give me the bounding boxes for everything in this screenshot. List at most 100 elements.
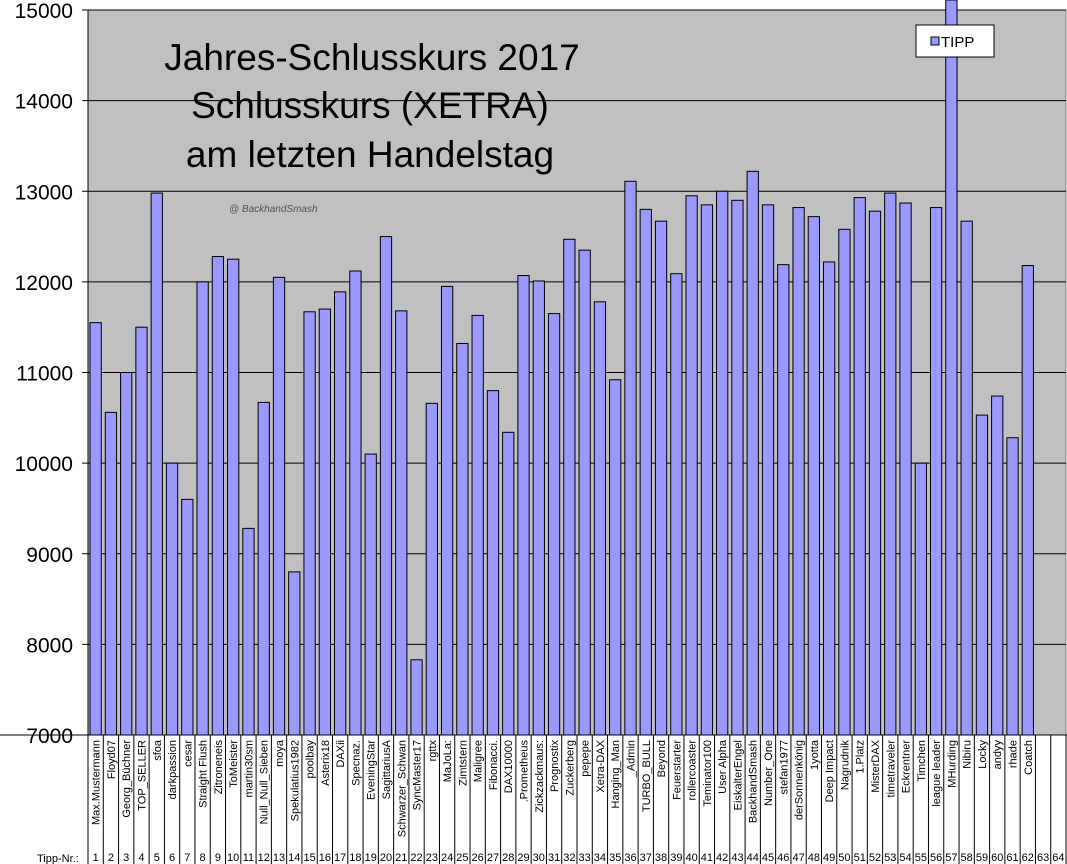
tipp-number: 26 (472, 852, 484, 864)
category-label: Floyd07 (106, 740, 118, 779)
bar-40 (685, 195, 698, 736)
category-label: MisterDAX (870, 739, 882, 792)
title-line-1: Jahres-Schlusskurs 2017 (164, 37, 579, 78)
category-label: Timchen (916, 740, 928, 782)
tipp-number: 32 (563, 852, 575, 864)
tipp-number: 19 (365, 852, 377, 864)
bar-24 (440, 285, 454, 736)
bar-3 (120, 372, 133, 736)
category-label: Number_One (763, 740, 775, 806)
bar-6 (165, 462, 179, 736)
y-tick-label: 11000 (16, 363, 73, 386)
legend-label-tipp: TIPP (941, 34, 974, 51)
tipp-number: 18 (349, 852, 361, 864)
category-label: martin30sm (243, 740, 255, 797)
x-axis-label: Tipp-Nr.: (37, 853, 79, 864)
category-label: Georg_Büchner (121, 740, 133, 818)
category-label: Zickzackmaus: (534, 740, 546, 813)
tipp-number: 43 (731, 852, 743, 864)
tipp-number: 51 (854, 852, 866, 864)
tipp-number: 4 (138, 852, 144, 864)
category-label: timetraveler (885, 740, 897, 798)
tipp-number: 44 (747, 852, 759, 864)
bar-45 (761, 204, 775, 736)
bar-51 (853, 197, 866, 736)
tipp-number: 53 (884, 852, 896, 864)
bar-59 (975, 414, 989, 736)
tipp-number: 20 (380, 852, 392, 864)
tipp-number: 57 (945, 852, 957, 864)
category-label: rhade (1008, 740, 1020, 768)
tipp-number: 38 (655, 852, 667, 864)
bar-48 (807, 216, 820, 736)
bar-56 (929, 207, 943, 736)
bar-46 (777, 264, 790, 736)
y-tick-label: 13000 (15, 181, 73, 204)
tipp-number: 30 (533, 852, 545, 864)
y-tick-label: 9000 (26, 544, 73, 567)
category-label: Nagrudnik (839, 740, 851, 791)
tipp-number: 39 (670, 852, 682, 864)
category-label: pepepe (580, 740, 592, 777)
tipp-number: 52 (869, 852, 881, 864)
category-label: Zuckerberg (564, 740, 576, 796)
category-label: Specnaz. (350, 740, 362, 786)
title-line-3: am letzten Handelstag (186, 134, 554, 175)
title-line-2: Schlusskurs (XETRA) (191, 85, 549, 126)
tipp-number: 24 (441, 852, 453, 864)
category-label: Beyond (656, 740, 668, 777)
bar-9 (211, 256, 225, 736)
bar-22 (410, 659, 423, 736)
tipp-number: 40 (685, 852, 697, 864)
bar-57 (945, 0, 958, 736)
category-label: EveningStar (366, 740, 378, 800)
category-label: Prognostix (549, 740, 561, 792)
category-label: DAXii (335, 740, 347, 768)
bar-50 (838, 228, 851, 736)
tipp-number: 58 (961, 852, 973, 864)
tipp-number: 54 (899, 852, 911, 864)
tipp-number: 16 (319, 852, 331, 864)
tipp-number: 47 (792, 852, 804, 864)
category-label: darkpassion (167, 740, 179, 799)
category-label: Feuerstarter (671, 740, 683, 800)
category-label: Zimtstern (457, 740, 469, 786)
category-label: 1yotta (809, 739, 821, 770)
tipp-number: 48 (808, 852, 820, 864)
tipp-number: 62 (1022, 852, 1034, 864)
bar-1 (89, 322, 102, 736)
bar-31 (547, 313, 561, 736)
y-tick-label: 10000 (15, 453, 73, 476)
tipp-number: 2 (108, 852, 114, 864)
bar-47 (792, 207, 805, 736)
bar-26 (471, 314, 484, 736)
bar-18 (349, 270, 362, 736)
tipp-number: 25 (456, 852, 468, 864)
tipp-number: 37 (640, 852, 652, 864)
category-label: User Alpha (717, 739, 729, 794)
y-tick-label: 15000 (15, 0, 73, 23)
tipp-number: 5 (154, 852, 160, 864)
bar-15 (303, 311, 316, 736)
bar-44 (746, 170, 759, 736)
category-label: andyy (992, 740, 1004, 770)
category-label: TOP_SELLER (136, 740, 148, 811)
tipp-number: 15 (303, 852, 315, 864)
category-label: Nibiru (962, 740, 974, 769)
category-label: ToMeister (228, 740, 240, 788)
tipp-number: 11 (243, 852, 254, 864)
category-label: Maligree (473, 740, 485, 782)
bar-35 (609, 379, 622, 736)
tipp-number: 41 (701, 852, 713, 864)
tipp-number: 22 (410, 852, 422, 864)
tipp-number: 7 (184, 852, 190, 864)
category-label: MHurding (946, 740, 958, 788)
tipp-number: 8 (200, 852, 206, 864)
y-tick-label: 14000 (15, 91, 73, 114)
bar-5 (150, 192, 163, 736)
tipp-number: 45 (762, 852, 774, 864)
bar-37 (639, 208, 652, 736)
bar-12 (257, 401, 270, 736)
bar-8 (196, 281, 209, 736)
tipp-number: 50 (838, 852, 850, 864)
